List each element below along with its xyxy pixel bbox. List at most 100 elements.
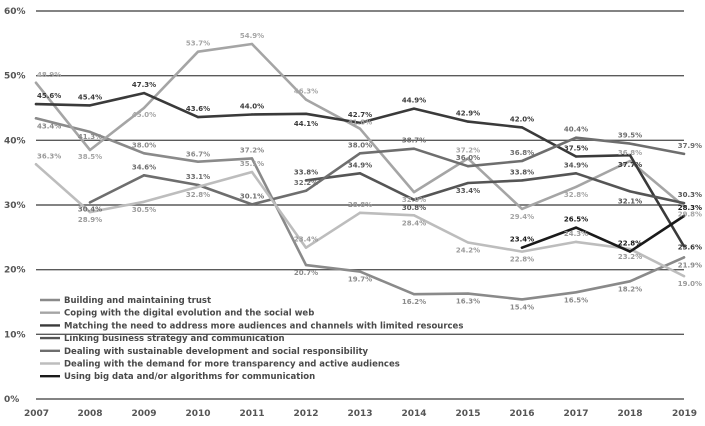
data-label: 16.2% [402, 298, 426, 306]
data-point [628, 250, 632, 253]
data-label: 16.5% [564, 296, 588, 304]
data-point [682, 214, 686, 218]
data-point [88, 210, 92, 214]
data-label: 26.5% [564, 216, 588, 224]
x-tick-label: 2009 [131, 409, 156, 419]
grid-layer [36, 10, 684, 336]
data-label: 39.5% [618, 132, 642, 140]
data-point [628, 159, 632, 163]
data-point [250, 113, 254, 116]
data-point [358, 121, 362, 125]
data-label: 43.6% [186, 105, 210, 113]
data-point [34, 117, 38, 120]
data-label: 36.3% [37, 152, 61, 160]
data-label: 28.4% [402, 219, 426, 227]
y-tick-label: 20% [4, 266, 26, 276]
data-label: 40.4% [564, 126, 588, 134]
data-label: 38.5% [78, 153, 102, 161]
data-label: 22.8% [618, 240, 642, 248]
data-label: 38.0% [348, 141, 372, 149]
data-point [682, 274, 686, 278]
data-label: 53.7% [186, 40, 210, 48]
data-point [628, 280, 632, 283]
data-point [574, 136, 578, 139]
data-label: 33.8% [510, 168, 534, 176]
x-tick-label: 2007 [24, 409, 49, 419]
data-point [574, 226, 578, 229]
data-label: 22.8% [510, 256, 534, 264]
data-label: 29.8% [678, 210, 702, 218]
x-tick-label: 2011 [239, 409, 264, 419]
data-point [250, 203, 254, 206]
data-label: 29.4% [510, 213, 534, 221]
x-tick-label: 2019 [672, 409, 697, 419]
data-label: 32.1% [618, 197, 642, 205]
data-point [628, 190, 632, 193]
data-point [88, 148, 92, 152]
data-point [304, 98, 308, 101]
data-point [682, 205, 686, 208]
data-point [574, 291, 578, 294]
data-label: 21.9% [678, 261, 702, 269]
data-point [466, 120, 470, 123]
legend-entry: Linking business strategy and communicat… [64, 334, 285, 344]
data-point [250, 157, 254, 160]
y-tick-label: 50% [4, 72, 26, 82]
data-point [88, 201, 92, 204]
legend-entry: Coping with the digital evolution and th… [64, 309, 314, 319]
data-label: 41.3% [78, 133, 102, 141]
x-tick-label: 2012 [293, 409, 318, 419]
data-point [520, 246, 524, 249]
data-point [88, 104, 92, 107]
data-point [358, 211, 362, 214]
data-point [196, 160, 200, 163]
data-label: 42.9% [456, 110, 480, 118]
data-label: 38.7% [402, 137, 426, 145]
data-label: 36.8% [618, 149, 642, 157]
y-tick-label: 0% [4, 395, 19, 405]
data-point [412, 293, 416, 296]
data-point [250, 170, 254, 174]
data-point [520, 250, 524, 253]
legend-entry: Dealing with sustainable development and… [64, 347, 369, 357]
data-label: 23.2% [618, 253, 642, 261]
data-point [628, 247, 632, 251]
data-point [358, 172, 362, 175]
data-point [142, 91, 146, 95]
data-label-layer: 43.4% 41.3% 38.0% 36.7% 37.2% 20.7% 19.7% 16.2%… [37, 32, 702, 311]
data-label: 24.3% [564, 230, 588, 238]
x-tick-label: 2016 [509, 409, 534, 419]
x-tick-label: 2018 [617, 409, 642, 419]
data-label: 19.0% [678, 280, 702, 288]
data-label: 44.1% [294, 120, 318, 128]
data-point [358, 152, 362, 155]
data-point [412, 147, 416, 150]
data-label: 34.6% [132, 163, 156, 171]
data-label: 45.0% [132, 111, 156, 119]
data-label: 33.8% [294, 168, 318, 176]
x-tick-label: 2014 [401, 409, 426, 419]
data-point [574, 240, 578, 244]
data-point [466, 165, 470, 168]
data-point [574, 185, 578, 189]
data-label: 38.0% [132, 141, 156, 149]
data-point [304, 112, 308, 116]
data-point [520, 159, 524, 163]
data-point [304, 263, 308, 267]
data-label: 37.2% [456, 146, 480, 154]
data-label: 36.7% [186, 151, 210, 159]
x-tick-label: 2017 [563, 409, 588, 419]
axis-layer: 0% 10% 20% 30% 40% 50% 60% 2007 2008 2009 2010 2011… [4, 7, 697, 419]
data-point [142, 106, 146, 110]
data-label: 16.3% [456, 298, 480, 306]
data-label: 32.8% [564, 191, 588, 199]
data-point [520, 298, 524, 301]
data-label: 36.8% [510, 149, 534, 157]
data-label: 44.9% [402, 97, 426, 105]
data-label: 35.1% [240, 160, 264, 168]
data-label: 30.8% [402, 204, 426, 212]
x-tick-label: 2013 [347, 409, 372, 419]
legend: Building and maintaining trust Coping wit… [40, 296, 463, 382]
